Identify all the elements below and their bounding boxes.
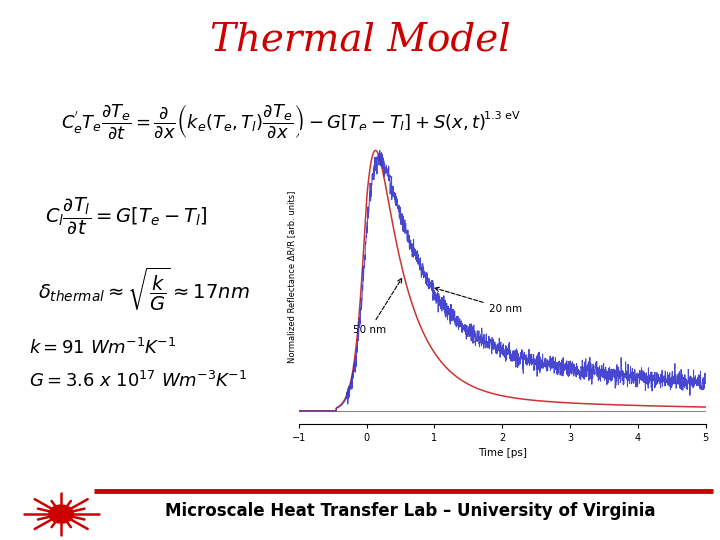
Circle shape [48,504,74,524]
Text: 50 nm: 50 nm [353,279,402,335]
Text: $C_l\dfrac{\partial T_l}{\partial t} = G[T_e - T_l]$: $C_l\dfrac{\partial T_l}{\partial t} = G… [45,195,207,237]
Text: $G = 3.6$ x $10^{17}$ Wm$^{-3}$K$^{-1}$: $G = 3.6$ x $10^{17}$ Wm$^{-3}$K$^{-1}$ [29,370,247,391]
Y-axis label: Normalized Reflectance ΔR/R [arb. units]: Normalized Reflectance ΔR/R [arb. units] [287,191,296,363]
Text: Microscale Heat Transfer Lab – University of Virginia: Microscale Heat Transfer Lab – Universit… [165,502,656,521]
Text: $\delta_{thermal} \approx \sqrt{\dfrac{k}{G}} \approx 17nm$: $\delta_{thermal} \approx \sqrt{\dfrac{k… [38,265,250,313]
Text: 1.3 eV: 1.3 eV [485,111,520,121]
X-axis label: Time [ps]: Time [ps] [477,449,527,458]
Text: $C_e^{'}T_e\dfrac{\partial T_e}{\partial t} = \dfrac{\partial}{\partial x}\left(: $C_e^{'}T_e\dfrac{\partial T_e}{\partial… [61,103,486,140]
Text: $k = 91$ Wm$^{-1}$K$^{-1}$: $k = 91$ Wm$^{-1}$K$^{-1}$ [29,338,176,359]
Text: Thermal Model: Thermal Model [210,22,510,59]
Text: 20 nm: 20 nm [435,287,522,314]
